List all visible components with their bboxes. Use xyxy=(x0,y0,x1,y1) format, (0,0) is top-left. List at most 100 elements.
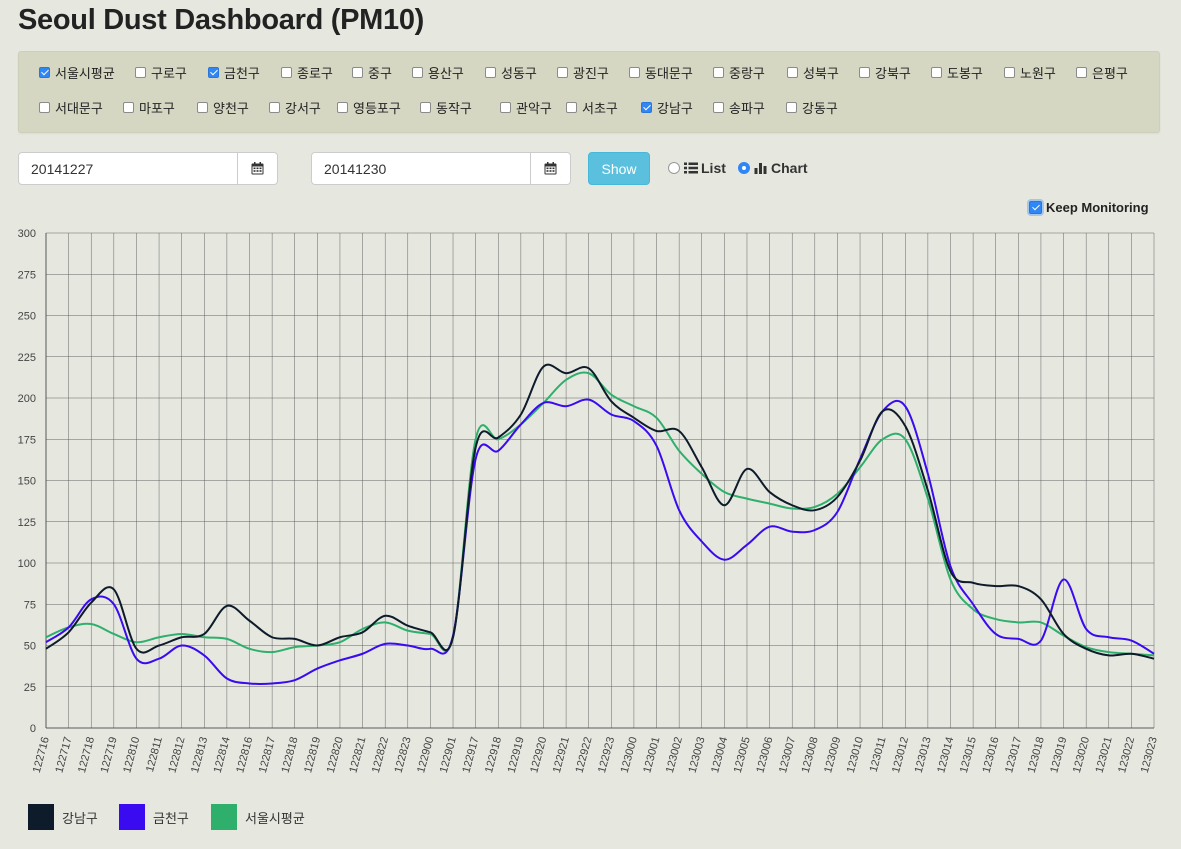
x-tick-label: 122716 xyxy=(31,736,52,775)
legend-swatch xyxy=(119,804,145,830)
x-tick-label: 122718 xyxy=(76,736,97,775)
view-chart-option[interactable]: Chart xyxy=(738,160,808,176)
district-checkbox[interactable] xyxy=(337,101,348,113)
x-tick-label: 123008 xyxy=(800,736,821,775)
y-tick-label: 125 xyxy=(18,517,36,529)
district-checkbox[interactable] xyxy=(197,101,208,113)
x-tick-label: 123019 xyxy=(1048,736,1069,775)
district-checkbox[interactable] xyxy=(352,66,363,78)
end-calendar-button[interactable] xyxy=(530,153,570,184)
x-tick-label: 122813 xyxy=(189,736,210,775)
district-label: 마포구 xyxy=(139,101,175,117)
district-label: 동대문구 xyxy=(645,66,693,82)
district-option[interactable]: 동작구 xyxy=(420,98,472,117)
district-label: 동작구 xyxy=(436,101,472,117)
district-option[interactable]: 강남구 xyxy=(641,98,693,117)
district-checkbox[interactable] xyxy=(713,101,724,113)
start-calendar-button[interactable] xyxy=(237,153,277,184)
district-option[interactable]: 성동구 xyxy=(485,63,537,82)
district-option[interactable]: 동대문구 xyxy=(629,63,693,82)
district-checkbox[interactable] xyxy=(123,101,134,113)
keep-monitoring-toggle[interactable]: Keep Monitoring xyxy=(1029,198,1149,216)
district-option[interactable]: 양천구 xyxy=(197,98,249,117)
district-checkbox[interactable] xyxy=(269,101,280,113)
district-option[interactable]: 강서구 xyxy=(269,98,321,117)
legend-item: 강남구 xyxy=(28,804,98,830)
district-label: 성동구 xyxy=(501,66,537,82)
district-checkbox[interactable] xyxy=(1004,66,1015,78)
district-checkbox[interactable] xyxy=(787,66,798,78)
show-button[interactable]: Show xyxy=(588,152,650,185)
district-checkbox[interactable] xyxy=(412,66,423,78)
x-tick-label: 123002 xyxy=(664,736,685,775)
list-icon xyxy=(684,162,698,174)
district-checkbox[interactable] xyxy=(208,66,219,78)
district-checkbox[interactable] xyxy=(859,66,870,78)
x-tick-label: 122814 xyxy=(212,736,233,775)
x-tick-label: 123000 xyxy=(619,736,640,775)
district-label: 관악구 xyxy=(516,101,552,117)
district-checkbox[interactable] xyxy=(786,101,797,113)
x-tick-label: 122901 xyxy=(438,736,459,775)
start-date-input[interactable] xyxy=(19,153,237,184)
district-option[interactable]: 마포구 xyxy=(123,98,175,117)
legend-swatch xyxy=(211,804,237,830)
district-option[interactable]: 관악구 xyxy=(500,98,552,117)
x-tick-label: 123015 xyxy=(958,736,979,775)
end-date-input[interactable] xyxy=(312,153,530,184)
x-tick-label: 123013 xyxy=(913,736,934,775)
district-checkbox[interactable] xyxy=(485,66,496,78)
view-list-radio[interactable] xyxy=(668,162,680,174)
district-option[interactable]: 성북구 xyxy=(787,63,839,82)
x-tick-label: 122823 xyxy=(393,736,414,775)
x-tick-label: 123016 xyxy=(981,736,1002,775)
bar-chart-icon xyxy=(754,163,767,174)
district-option[interactable]: 노원구 xyxy=(1004,63,1056,82)
x-tick-label: 122900 xyxy=(415,736,436,775)
district-option[interactable]: 서초구 xyxy=(566,98,618,117)
district-checkbox[interactable] xyxy=(500,101,511,113)
district-checkbox[interactable] xyxy=(641,101,652,113)
district-checkbox[interactable] xyxy=(629,66,640,78)
district-label: 광진구 xyxy=(573,66,609,82)
district-option[interactable]: 중랑구 xyxy=(713,63,765,82)
district-option[interactable]: 종로구 xyxy=(281,63,333,82)
district-option[interactable]: 광진구 xyxy=(557,63,609,82)
x-tick-label: 123003 xyxy=(687,736,708,775)
district-checkbox[interactable] xyxy=(420,101,431,113)
x-tick-label: 122917 xyxy=(460,736,481,775)
district-option[interactable]: 중구 xyxy=(352,63,392,82)
district-option[interactable]: 용산구 xyxy=(412,63,464,82)
district-option[interactable]: 은평구 xyxy=(1076,63,1128,82)
district-option[interactable]: 강북구 xyxy=(859,63,911,82)
district-checkbox[interactable] xyxy=(39,66,50,78)
district-checkbox[interactable] xyxy=(135,66,146,78)
district-checkbox[interactable] xyxy=(39,101,50,113)
x-tick-label: 123020 xyxy=(1071,736,1092,775)
y-tick-label: 250 xyxy=(18,311,36,323)
district-option[interactable]: 강동구 xyxy=(786,98,838,117)
x-tick-label: 123012 xyxy=(890,736,911,775)
district-label: 도봉구 xyxy=(947,66,983,82)
district-filter-panel: 서울시평균 구로구 금천구 종로구 중구 용산구 성동구 광진구 동대문구 중랑구 성북구 강북구 도봉… xyxy=(18,51,1160,133)
district-checkbox[interactable] xyxy=(557,66,568,78)
district-checkbox[interactable] xyxy=(713,66,724,78)
district-option[interactable]: 금천구 xyxy=(208,63,260,82)
district-option[interactable]: 서대문구 xyxy=(39,98,103,117)
district-option[interactable]: 송파구 xyxy=(713,98,765,117)
district-option[interactable]: 구로구 xyxy=(135,63,187,82)
district-option[interactable]: 서울시평균 xyxy=(39,63,115,82)
x-tick-label: 122818 xyxy=(280,736,301,775)
district-option[interactable]: 도봉구 xyxy=(931,63,983,82)
view-chart-radio[interactable] xyxy=(738,162,750,174)
district-checkbox[interactable] xyxy=(1076,66,1087,78)
district-label: 강북구 xyxy=(875,66,911,82)
keep-monitoring-checkbox[interactable] xyxy=(1029,200,1042,214)
view-list-option[interactable]: List xyxy=(668,160,726,176)
district-checkbox[interactable] xyxy=(281,66,292,78)
district-option[interactable]: 영등포구 xyxy=(337,98,401,117)
district-checkbox[interactable] xyxy=(931,66,942,78)
x-tick-label: 123017 xyxy=(1003,736,1024,775)
district-label: 중랑구 xyxy=(729,66,765,82)
district-checkbox[interactable] xyxy=(566,101,577,113)
